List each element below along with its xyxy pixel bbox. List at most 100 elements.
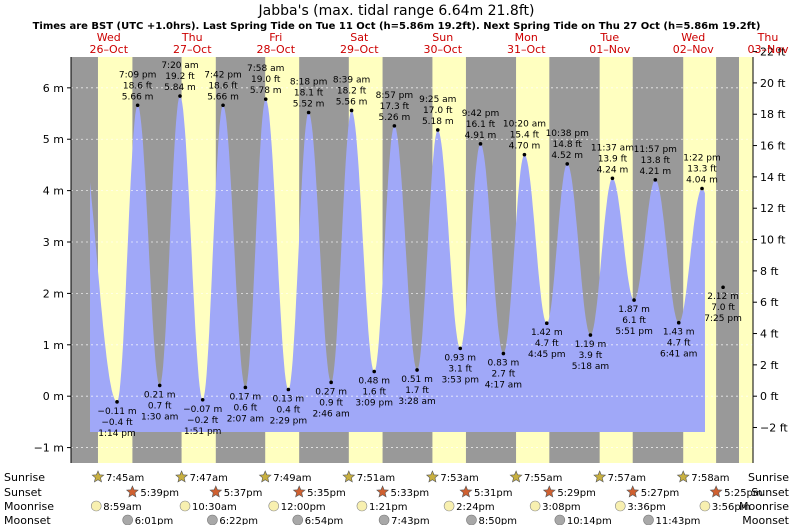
tide-time-label: 3:28 am xyxy=(398,397,435,407)
day-label-dow: Sun xyxy=(432,31,453,44)
moonset-icon xyxy=(554,514,566,525)
sunrise-time: 7:55am xyxy=(524,473,562,484)
tide-time-label: 9:42 pm xyxy=(462,109,500,119)
tide-m-label: 4.24 m xyxy=(597,165,629,175)
tide-ft-label: 1.7 ft xyxy=(405,386,429,396)
tide-point xyxy=(286,387,291,392)
tide-ft-label: 13.9 ft xyxy=(598,154,628,164)
left-tick-label: 5 m xyxy=(43,133,64,146)
right-tick-label: 14 ft xyxy=(760,171,786,184)
right-tick-label: 0 ft xyxy=(760,390,779,403)
sunrise-icon xyxy=(593,470,607,483)
left-tick-label: 2 m xyxy=(43,287,64,300)
sunset-time: 5:31pm xyxy=(474,488,513,499)
moonrise-time: 3:36pm xyxy=(627,502,666,513)
tide-m-label: 4.52 m xyxy=(551,151,583,161)
row-label-right: Moonrise xyxy=(739,500,789,513)
tide-ft-label: 0.4 ft xyxy=(277,406,301,416)
sunset-time: 5:39pm xyxy=(140,488,179,499)
moonrise-icon xyxy=(179,500,191,512)
tide-point xyxy=(610,176,615,181)
tide-m-label: 5.56 m xyxy=(336,97,368,107)
left-tick-label: 1 m xyxy=(43,339,64,352)
tide-time-label: 11:37 am xyxy=(591,143,634,153)
tide-time-label: 1:14 pm xyxy=(98,429,136,439)
tide-ft-label: 18.6 ft xyxy=(208,81,238,91)
tide-time-label: 7:58 am xyxy=(247,64,284,74)
tide-m-label: 1.43 m xyxy=(663,328,695,338)
tide-m-label: 0.21 m xyxy=(144,390,176,400)
tide-m-label: 4.04 m xyxy=(686,176,718,186)
tide-ft-label: 2.7 ft xyxy=(492,370,516,380)
tide-ft-label: 17.0 ft xyxy=(423,106,453,116)
sunset-icon xyxy=(376,485,390,498)
right-tick-label: −2 ft xyxy=(760,422,788,435)
tide-point xyxy=(522,152,527,157)
tide-m-label: 1.42 m xyxy=(531,328,563,338)
day-label-dow: Wed xyxy=(681,31,705,44)
sunset-icon xyxy=(459,485,473,498)
moonrise-icon xyxy=(614,500,626,512)
sunset-time: 5:37pm xyxy=(224,488,263,499)
moonset-icon xyxy=(122,514,133,525)
left-tick-label: 6 m xyxy=(43,82,64,95)
gridlines xyxy=(71,87,753,448)
tide-m-label: 0.51 m xyxy=(401,375,433,385)
tide-point xyxy=(329,380,333,385)
day-label-date: 29–Oct xyxy=(340,43,379,56)
sunset-icon xyxy=(542,485,556,498)
tide-point xyxy=(243,385,248,390)
tide-time-label: 7:25 pm xyxy=(704,314,742,324)
tide-ft-label: 18.1 ft xyxy=(294,89,324,99)
tide-m-label: 1.19 m xyxy=(575,340,607,350)
tide-time-label: 4:45 pm xyxy=(528,350,566,360)
moonset-icon xyxy=(643,514,654,525)
moonrise-icon xyxy=(356,500,368,512)
axes: −1 m 0 m 1 m 2 m 3 m 4 m 5 m 6 m −2 ft 0 ft 2 ft 4 … xyxy=(34,46,788,463)
tide-time-label: 1:51 pm xyxy=(184,427,222,437)
right-tick-label: 4 ft xyxy=(760,328,779,341)
tide-curve-area xyxy=(90,96,705,433)
sunset-icon xyxy=(626,485,640,498)
tide-ft-label: 18.6 ft xyxy=(123,81,153,91)
tide-ft-label: 6.1 ft xyxy=(622,316,646,326)
tide-point xyxy=(700,186,704,191)
sunset-time: 5:25pm xyxy=(724,488,763,499)
row-label-right: Sunset xyxy=(751,486,789,499)
sunrise-icon xyxy=(509,470,523,483)
tide-ft-label: 13.3 ft xyxy=(687,165,717,175)
tide-point xyxy=(263,97,268,101)
tide-point xyxy=(565,162,570,166)
sunrise-time: 7:51am xyxy=(357,473,395,484)
sunset-icon xyxy=(125,485,139,498)
tide-m-label: 0.83 m xyxy=(488,359,520,369)
right-tick-label: 22 ft xyxy=(760,46,786,59)
day-labels: Wed26–OctThu27–OctFri28–OctSat29–OctSun3… xyxy=(89,31,788,56)
right-tick-label: 10 ft xyxy=(760,234,786,247)
day-label-dow: Thu xyxy=(181,31,203,44)
moonrise-time: 12:00pm xyxy=(281,502,326,513)
tide-time-label: 8:18 pm xyxy=(290,78,328,88)
sunset-icon xyxy=(292,485,306,498)
sunrise-time: 7:49am xyxy=(273,473,311,484)
chart-title: Jabba's (max. tidal range 6.64m 21.8ft) xyxy=(258,3,535,19)
day-label-dow: Thu xyxy=(757,31,779,44)
tide-time-label: 11:57 pm xyxy=(634,145,677,155)
tide-point xyxy=(478,142,483,146)
sunset-time: 5:27pm xyxy=(641,488,680,499)
moonset-time: 6:22pm xyxy=(219,516,258,525)
tide-time-label: 10:38 pm xyxy=(546,129,589,139)
day-label-date: 02–Nov xyxy=(673,43,714,56)
tide-m-label: 4.70 m xyxy=(509,142,541,152)
day-label-dow: Fri xyxy=(269,31,282,44)
tide-time-label: 5:18 am xyxy=(572,362,609,372)
tide-m-label: −0.11 m xyxy=(97,407,136,417)
tide-m-label: 5.26 m xyxy=(379,113,411,123)
day-label-date: 26–Oct xyxy=(89,43,128,56)
tide-time-label: 1:22 pm xyxy=(683,154,721,164)
tide-time-label: 9:25 am xyxy=(419,95,456,105)
tide-time-label: 1:30 am xyxy=(141,412,178,422)
tide-m-label: −0.07 m xyxy=(183,405,222,415)
